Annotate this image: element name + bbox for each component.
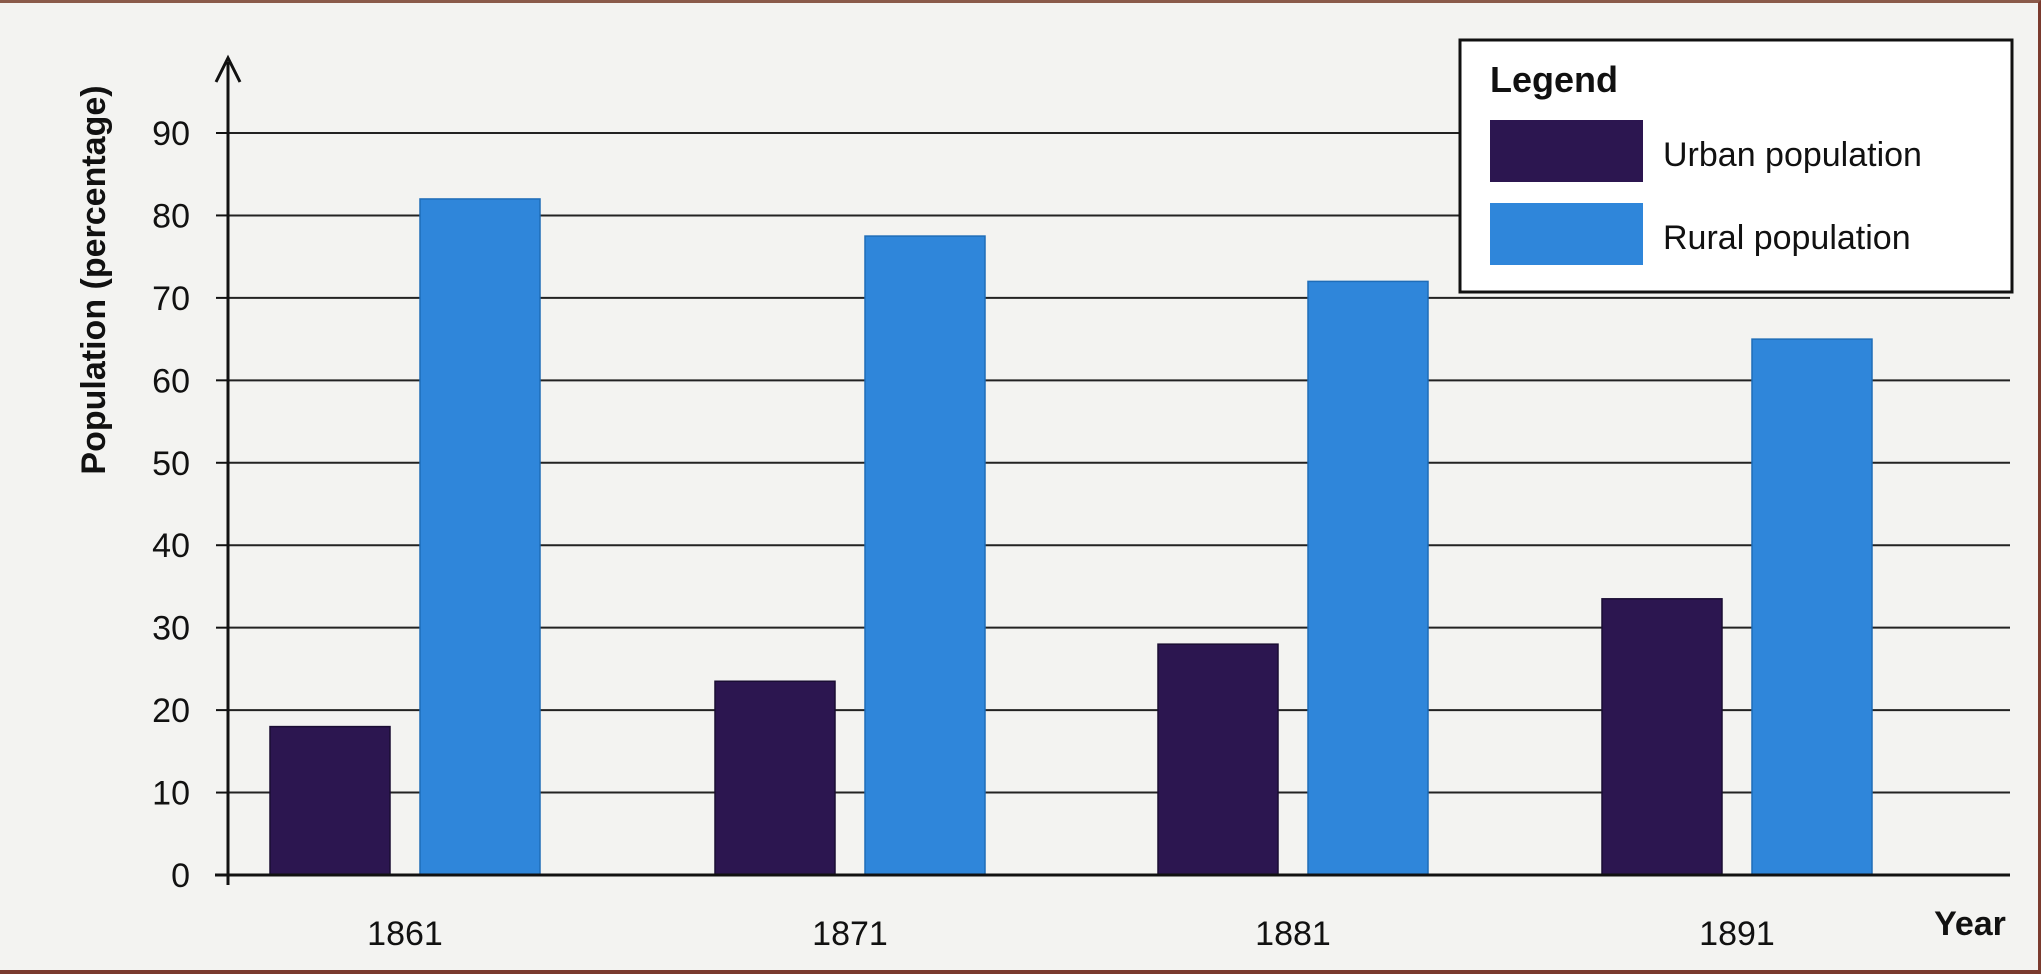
- y-tick-label: 80: [152, 197, 190, 235]
- y-tick-label: 50: [152, 445, 190, 483]
- bars: [269, 198, 1873, 876]
- legend-swatch-urban: [1490, 120, 1643, 182]
- bar-rural-1871: [864, 235, 986, 876]
- y-axis-title: Population (percentage): [75, 85, 113, 474]
- legend-label-rural: Rural population: [1663, 219, 1911, 257]
- bar-urban-1861: [269, 725, 391, 876]
- bar-urban-1881: [1157, 643, 1279, 876]
- y-tick-label: 10: [152, 775, 190, 813]
- y-tick-label: 70: [152, 280, 190, 318]
- x-tick-label: 1861: [367, 915, 443, 953]
- legend: Legend Urban population Rural population: [1458, 38, 2014, 294]
- y-tick-label: 30: [152, 610, 190, 648]
- legend-swatch-rural: [1490, 203, 1643, 265]
- bar-rural-1891: [1751, 338, 1873, 876]
- x-tick-label: 1871: [812, 915, 888, 953]
- x-tick-label: 1881: [1255, 915, 1331, 953]
- y-tick-label: 20: [152, 692, 190, 730]
- x-axis-title: Year: [1934, 905, 2006, 943]
- legend-title: Legend: [1490, 59, 1618, 100]
- x-tick-label: 1891: [1699, 915, 1775, 953]
- y-tick-label: 0: [171, 857, 190, 895]
- bar-rural-1881: [1307, 280, 1429, 876]
- bar-urban-1871: [714, 680, 836, 876]
- y-axis-arrow: [214, 54, 242, 83]
- y-tick-labels: 0 10 20 30 40 50 60 70 80 90: [152, 115, 228, 895]
- y-tick-label: 60: [152, 362, 190, 400]
- bar-rural-1861: [419, 198, 541, 876]
- bar-urban-1891: [1601, 598, 1723, 876]
- y-tick-label: 90: [152, 115, 190, 153]
- axes: [214, 54, 2010, 885]
- x-tick-labels: 1861 1871 1881 1891: [367, 915, 1775, 953]
- y-tick-label: 40: [152, 527, 190, 565]
- legend-label-urban: Urban population: [1663, 136, 1922, 174]
